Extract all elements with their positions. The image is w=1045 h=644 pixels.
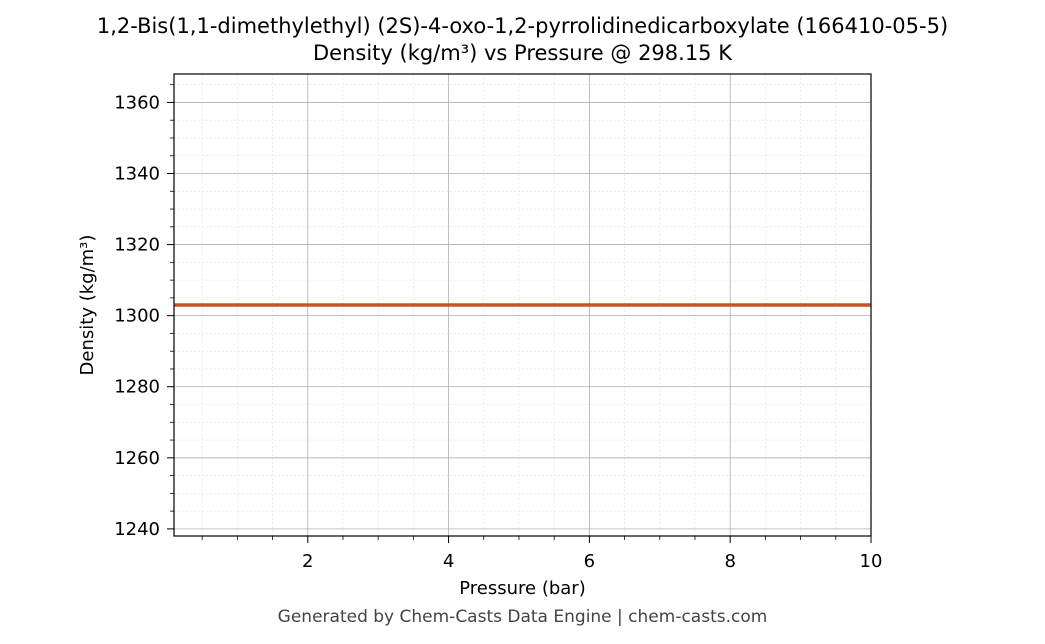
density-pressure-chart: 2 4 6 8 10 1240 1260 1280 1300 1320 1340 1360 Pressu… [77, 73, 883, 599]
x-axis-label: Pressure (bar) [459, 578, 585, 599]
footer-credit: Generated by Chem-Casts Data Engine | ch… [277, 607, 768, 627]
y-tick-label: 1260 [114, 448, 160, 469]
plot-frame [173, 73, 872, 537]
x-tick-label: 6 [584, 551, 595, 572]
x-tick-label: 2 [302, 551, 313, 572]
x-tick-label: 8 [724, 551, 735, 572]
y-tick-label: 1300 [114, 306, 160, 327]
y-tick-label: 1360 [114, 92, 160, 113]
chart-subtitle: Density (kg/m³) vs Pressure @ 298.15 K [312, 41, 732, 65]
y-tick-label: 1340 [114, 164, 160, 185]
y-tick-label: 1240 [114, 519, 160, 540]
y-tick-label: 1280 [114, 377, 160, 398]
y-tick-label: 1320 [114, 235, 160, 256]
chart-title: 1,2-Bis(1,1-dimethylethyl) (2S)-4-oxo-1,… [96, 14, 949, 38]
x-tick-label: 10 [860, 551, 883, 572]
y-axis-label: Density (kg/m³) [77, 235, 98, 376]
x-tick-label: 4 [443, 551, 454, 572]
